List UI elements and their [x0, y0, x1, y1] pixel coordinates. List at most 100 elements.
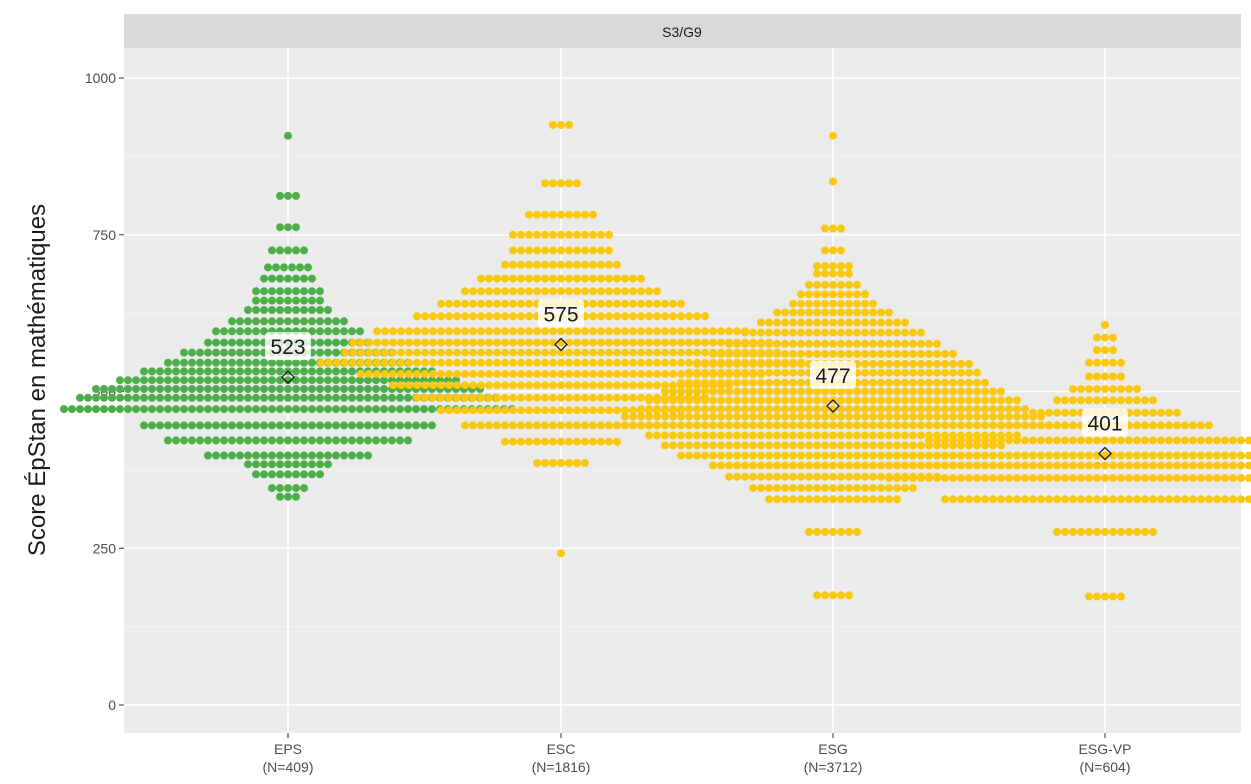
data-point [677, 312, 685, 321]
data-point [477, 369, 485, 378]
data-point [252, 470, 260, 479]
data-point [292, 358, 300, 367]
data-point [332, 405, 340, 414]
data-point [477, 274, 485, 283]
data-point [1069, 421, 1077, 430]
data-point [429, 358, 437, 367]
data-point [252, 385, 260, 393]
data-point [509, 421, 517, 430]
data-point [252, 287, 260, 296]
data-point [180, 436, 188, 445]
data-point [1109, 396, 1117, 405]
data-point [172, 393, 180, 402]
data-point [533, 437, 541, 446]
data-point [749, 421, 757, 430]
data-point [116, 405, 124, 414]
data-point [877, 421, 885, 430]
data-point [933, 451, 941, 460]
data-point [589, 381, 597, 390]
data-point [364, 385, 372, 393]
data-point [581, 437, 589, 446]
data-point [1069, 451, 1077, 460]
data-point [821, 591, 829, 600]
data-point [1197, 495, 1205, 504]
data-point [885, 339, 893, 348]
data-point [981, 405, 989, 414]
data-point [429, 369, 437, 378]
data-point [268, 385, 276, 393]
data-point [164, 376, 172, 385]
mean-label: 477 [815, 365, 850, 388]
data-point [837, 396, 845, 405]
data-point [364, 421, 372, 430]
data-point [1125, 461, 1133, 470]
data-point [861, 349, 869, 358]
data-point [276, 385, 284, 393]
data-point [749, 387, 757, 396]
data-point [661, 412, 669, 421]
data-point [821, 484, 829, 493]
data-point [917, 387, 925, 396]
data-point [877, 359, 885, 368]
data-point [565, 210, 573, 219]
data-point [1085, 461, 1093, 470]
data-point [957, 495, 965, 504]
data-point [637, 393, 645, 402]
data-point [380, 385, 388, 393]
data-point [645, 299, 653, 308]
data-point [917, 349, 925, 358]
data-point [252, 421, 260, 430]
data-point [404, 421, 412, 430]
data-point [437, 406, 445, 415]
data-point [276, 287, 284, 296]
data-point [845, 421, 853, 430]
data-point [317, 358, 325, 367]
data-point [380, 393, 388, 402]
data-point [645, 369, 653, 378]
data-point [565, 369, 573, 378]
data-point [1093, 495, 1101, 504]
data-point [973, 421, 981, 430]
data-point [789, 368, 797, 377]
data-point [308, 421, 316, 430]
data-point [901, 474, 909, 482]
data-point [445, 348, 453, 357]
data-point [316, 451, 324, 460]
data-point [813, 412, 821, 421]
data-point [565, 437, 573, 446]
data-point [837, 387, 845, 396]
data-point [1069, 436, 1077, 445]
data-point [653, 312, 661, 321]
data-point [1133, 451, 1141, 460]
data-point [1069, 461, 1077, 470]
data-point [332, 338, 340, 347]
data-point [909, 461, 917, 470]
data-point [757, 461, 765, 470]
data-point [1213, 461, 1221, 470]
data-point [885, 318, 893, 327]
data-point [645, 405, 653, 414]
data-point [324, 451, 332, 460]
data-point [501, 421, 509, 430]
data-point [909, 441, 917, 450]
data-point [757, 378, 765, 387]
data-point [845, 308, 853, 317]
data-point [965, 421, 973, 430]
data-point [204, 436, 212, 445]
data-point [821, 246, 829, 255]
data-point [324, 405, 332, 414]
data-point [372, 436, 380, 445]
data-point [212, 421, 220, 430]
data-point [653, 327, 661, 336]
data-point [437, 338, 445, 347]
data-point [853, 441, 861, 450]
data-point [332, 421, 340, 430]
data-point [453, 338, 461, 347]
data-point [741, 472, 749, 481]
data-point [773, 339, 781, 348]
data-point [557, 121, 565, 129]
data-point [1245, 495, 1251, 504]
data-point [1093, 474, 1101, 482]
data-point [413, 338, 421, 347]
data-point [829, 451, 837, 460]
